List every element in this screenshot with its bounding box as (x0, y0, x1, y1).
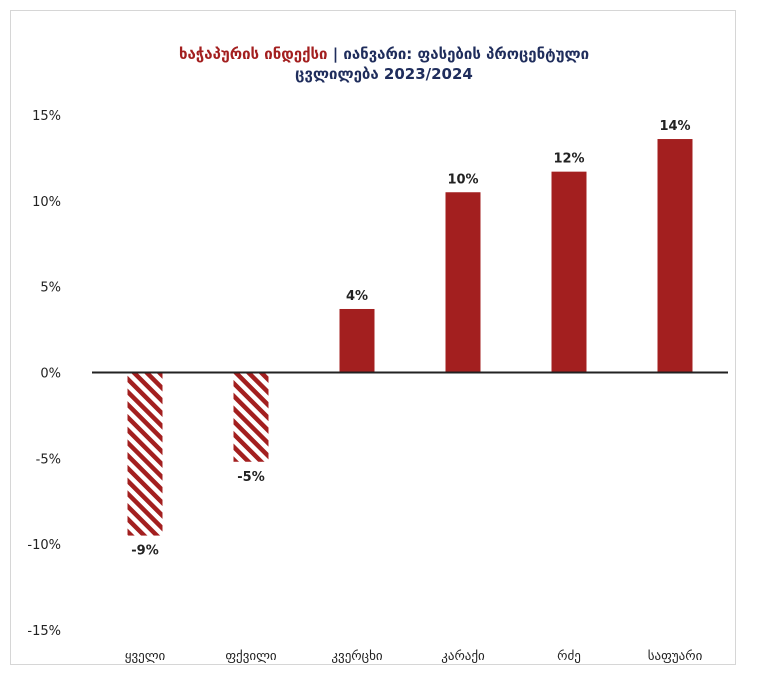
y-tick-label: 15% (32, 109, 61, 124)
data-label: 10% (447, 172, 478, 187)
data-label: 14% (659, 119, 690, 134)
bar (127, 372, 163, 536)
bar (445, 192, 481, 373)
category-label: ფქვილი (225, 649, 277, 664)
y-tick-label: 5% (40, 281, 61, 296)
data-label: -5% (237, 470, 264, 485)
bar (657, 139, 693, 373)
chart-title-line2: ცვლილება 2023/2024 (295, 65, 473, 83)
data-label: 12% (553, 152, 584, 167)
y-tick-label: -5% (36, 452, 61, 467)
y-tick-label: -15% (27, 624, 61, 639)
category-label: კვერცხი (331, 649, 382, 664)
category-label: რძე (557, 649, 581, 664)
category-label: საფუარი (648, 649, 703, 664)
chart-title-separator: | (327, 45, 344, 63)
bars (127, 139, 693, 536)
data-labels: -9% -5% 4% 10% 12% 14% (131, 119, 690, 559)
y-tick-label: -10% (27, 538, 61, 553)
bar (233, 372, 269, 462)
data-label: -9% (131, 544, 158, 559)
category-label: ყველი (125, 649, 166, 664)
chart-title-line1: იანვარი: ფასების პროცენტული (343, 45, 590, 63)
bar (551, 171, 587, 373)
data-label: 4% (346, 289, 368, 304)
y-tick-label: 0% (40, 367, 61, 382)
chart-title-accent: ხაჭაპურის ინდექსი (178, 45, 328, 63)
category-labels: ყველი ფქვილი კვერცხი კარაქი რძე საფუარი (125, 649, 703, 664)
chart-title: ხაჭაპურის ინდექსი | იანვარი: ფასების პრო… (0, 44, 768, 84)
y-tick-label: 10% (32, 195, 61, 210)
y-axis-labels: 15% 10% 5% 0% -5% -10% -15% (27, 109, 61, 639)
bar (339, 308, 375, 373)
category-label: კარაქი (441, 649, 485, 664)
